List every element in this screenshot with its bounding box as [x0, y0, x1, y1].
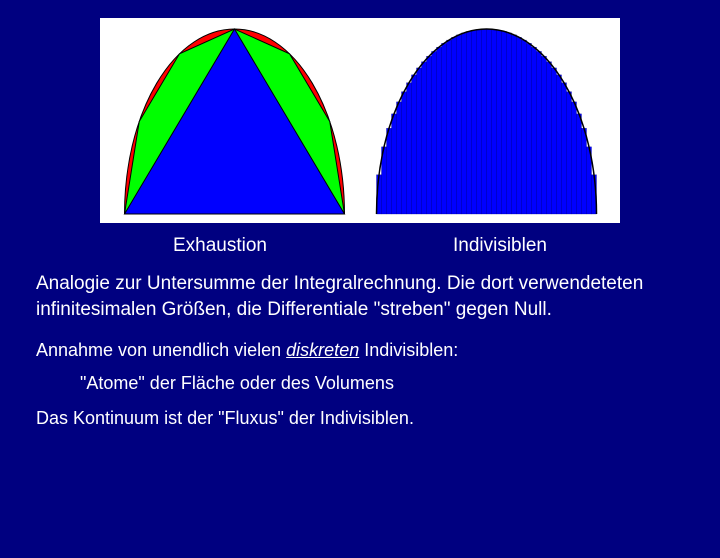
- label-indivisiblen: Indivisiblen: [453, 235, 547, 257]
- label-exhaustion: Exhaustion: [173, 235, 267, 257]
- subheading-italic: diskreten: [286, 340, 359, 360]
- subheading: Annahme von unendlich vielen diskreten I…: [36, 340, 684, 361]
- diagram-container: [100, 18, 620, 223]
- indent-line: "Atome" der Fläche oder des Volumens: [80, 373, 684, 394]
- subheading-suffix: Indivisiblen:: [359, 340, 458, 360]
- final-line: Das Kontinuum ist der "Fluxus" der Indiv…: [36, 408, 684, 429]
- subheading-prefix: Annahme von unendlich vielen: [36, 340, 286, 360]
- indivisiblen-diagram: [374, 26, 599, 216]
- exhaustion-diagram: [122, 26, 347, 216]
- paragraph-main: Analogie zur Untersumme der Integralrech…: [36, 271, 684, 322]
- labels-row: Exhaustion Indivisiblen: [80, 235, 640, 257]
